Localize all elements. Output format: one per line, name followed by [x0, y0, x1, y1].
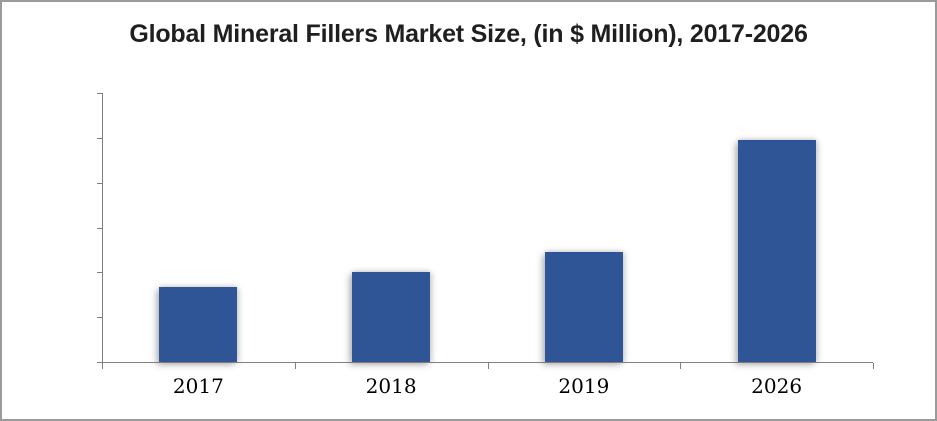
y-axis-tick: [97, 362, 102, 363]
y-axis-tick: [97, 137, 102, 139]
plot-area: 2017 2018 2019 2026: [97, 93, 874, 398]
bar-2019: [544, 252, 623, 362]
bar-2026: [737, 140, 816, 362]
x-axis: [102, 362, 873, 363]
x-axis-label-2017: 2017: [172, 374, 224, 398]
x-axis-tick: [487, 363, 489, 369]
x-axis-tick: [294, 363, 296, 369]
x-axis-tick: [102, 363, 103, 369]
bar-2017: [159, 287, 238, 362]
x-axis-label-2026: 2026: [751, 374, 803, 398]
chart-title: Global Mineral Fillers Market Size, (in …: [129, 20, 808, 48]
x-axis-label-2018: 2018: [365, 374, 417, 398]
y-axis-tick: [97, 227, 102, 229]
y-axis-tick: [97, 317, 102, 319]
x-axis-tick: [680, 363, 682, 369]
y-axis-tick: [97, 182, 102, 184]
x-axis-tick: [873, 363, 874, 369]
y-axis-tick: [97, 272, 102, 274]
x-axis-label-2019: 2019: [558, 374, 610, 398]
y-axis: [102, 93, 103, 362]
y-axis-tick: [97, 93, 102, 94]
bar-2018: [352, 271, 431, 362]
